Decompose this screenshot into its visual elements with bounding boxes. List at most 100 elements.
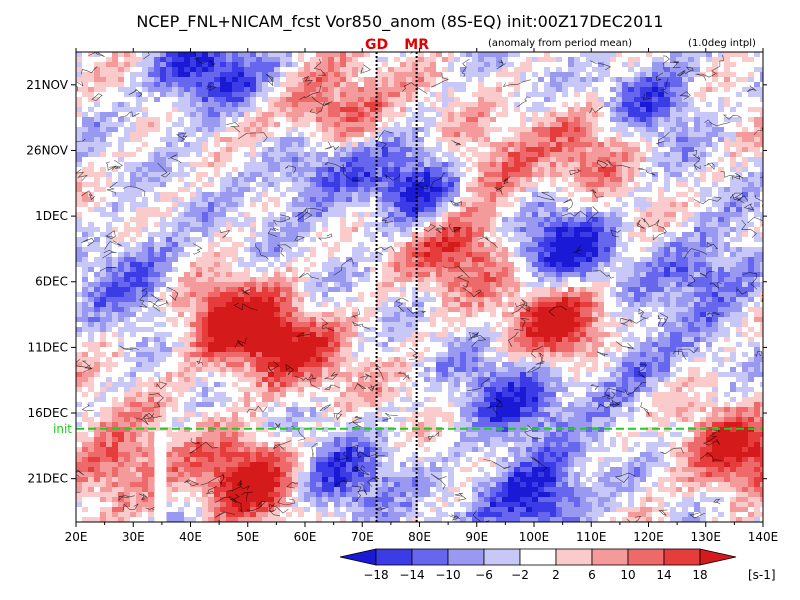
field-cell bbox=[454, 132, 461, 138]
field-cell bbox=[214, 207, 221, 213]
field-cell bbox=[358, 222, 365, 228]
field-cell bbox=[508, 152, 515, 158]
field-cell bbox=[508, 157, 515, 163]
field-cell bbox=[652, 87, 659, 93]
field-cell bbox=[688, 192, 695, 198]
field-cell bbox=[310, 197, 317, 203]
field-cell bbox=[442, 137, 449, 143]
field-cell bbox=[286, 202, 293, 208]
field-cell bbox=[652, 162, 659, 168]
field-cell bbox=[610, 92, 617, 98]
field-cell bbox=[190, 212, 197, 218]
field-cell bbox=[106, 62, 113, 68]
field-cell bbox=[370, 172, 377, 178]
field-cell bbox=[442, 167, 449, 173]
field-cell bbox=[682, 112, 689, 118]
field-cell bbox=[550, 112, 557, 118]
field-cell bbox=[316, 217, 323, 223]
field-cell bbox=[610, 102, 617, 108]
field-cell bbox=[250, 142, 257, 148]
field-cell bbox=[652, 92, 659, 98]
field-cell bbox=[250, 62, 257, 68]
field-cell bbox=[256, 52, 263, 58]
field-cell bbox=[328, 187, 335, 193]
field-cell bbox=[694, 97, 701, 103]
field-cell bbox=[640, 187, 647, 193]
field-cell bbox=[406, 182, 413, 188]
field-cell bbox=[436, 182, 443, 188]
field-cell bbox=[208, 142, 215, 148]
field-cell bbox=[76, 197, 83, 203]
field-cell bbox=[406, 147, 413, 153]
field-cell bbox=[94, 197, 101, 203]
field-cell bbox=[646, 207, 653, 213]
field-cell bbox=[178, 142, 185, 148]
field-cell bbox=[712, 112, 719, 118]
field-cell bbox=[112, 172, 119, 178]
field-cell bbox=[388, 102, 395, 108]
field-cell bbox=[592, 182, 599, 188]
field-cell bbox=[514, 62, 521, 68]
field-cell bbox=[460, 62, 467, 68]
field-cell bbox=[556, 87, 563, 93]
field-cell bbox=[382, 97, 389, 103]
field-cell bbox=[634, 52, 641, 58]
field-cell bbox=[436, 167, 443, 173]
field-cell bbox=[694, 222, 701, 228]
field-cell bbox=[532, 127, 539, 133]
field-cell bbox=[592, 227, 599, 233]
field-cell bbox=[544, 157, 551, 163]
field-cell bbox=[148, 72, 155, 78]
field-cell bbox=[112, 82, 119, 88]
field-cell bbox=[544, 162, 551, 168]
field-cell bbox=[616, 172, 623, 178]
field-cell bbox=[502, 92, 509, 98]
field-cell bbox=[334, 207, 341, 213]
field-cell bbox=[76, 117, 83, 123]
field-cell bbox=[502, 217, 509, 223]
field-cell bbox=[676, 187, 683, 193]
field-cell bbox=[514, 177, 521, 183]
field-cell bbox=[622, 57, 629, 63]
field-cell bbox=[478, 167, 485, 173]
field-cell bbox=[334, 172, 341, 178]
field-cell bbox=[388, 72, 395, 78]
field-cell bbox=[298, 87, 305, 93]
field-cell bbox=[484, 232, 491, 238]
field-cell bbox=[202, 137, 209, 143]
field-cell bbox=[700, 82, 707, 88]
field-cell bbox=[118, 117, 125, 123]
field-cell bbox=[286, 157, 293, 163]
field-cell bbox=[622, 197, 629, 203]
field-cell bbox=[148, 147, 155, 153]
field-cell bbox=[202, 222, 209, 228]
field-cell bbox=[502, 232, 509, 238]
field-cell bbox=[670, 167, 677, 173]
field-cell bbox=[634, 187, 641, 193]
field-cell bbox=[94, 172, 101, 178]
field-cell bbox=[154, 182, 161, 188]
field-cell bbox=[370, 62, 377, 68]
field-cell bbox=[364, 202, 371, 208]
field-cell bbox=[484, 187, 491, 193]
field-cell bbox=[658, 212, 665, 218]
field-cell bbox=[478, 207, 485, 213]
field-cell bbox=[232, 132, 239, 138]
field-cell bbox=[604, 137, 611, 143]
field-cell bbox=[226, 62, 233, 68]
field-cell bbox=[484, 177, 491, 183]
field-cell bbox=[760, 142, 763, 148]
field-cell bbox=[610, 142, 617, 148]
field-cell bbox=[568, 152, 575, 158]
field-cell bbox=[238, 137, 245, 143]
field-cell bbox=[388, 187, 395, 193]
field-cell bbox=[520, 172, 527, 178]
field-cell bbox=[190, 232, 197, 238]
field-cell bbox=[94, 182, 101, 188]
field-cell bbox=[532, 87, 539, 93]
field-cell bbox=[550, 127, 557, 133]
field-cell bbox=[706, 157, 713, 163]
field-cell bbox=[136, 87, 143, 93]
field-cell bbox=[346, 92, 353, 98]
field-cell bbox=[490, 77, 497, 83]
